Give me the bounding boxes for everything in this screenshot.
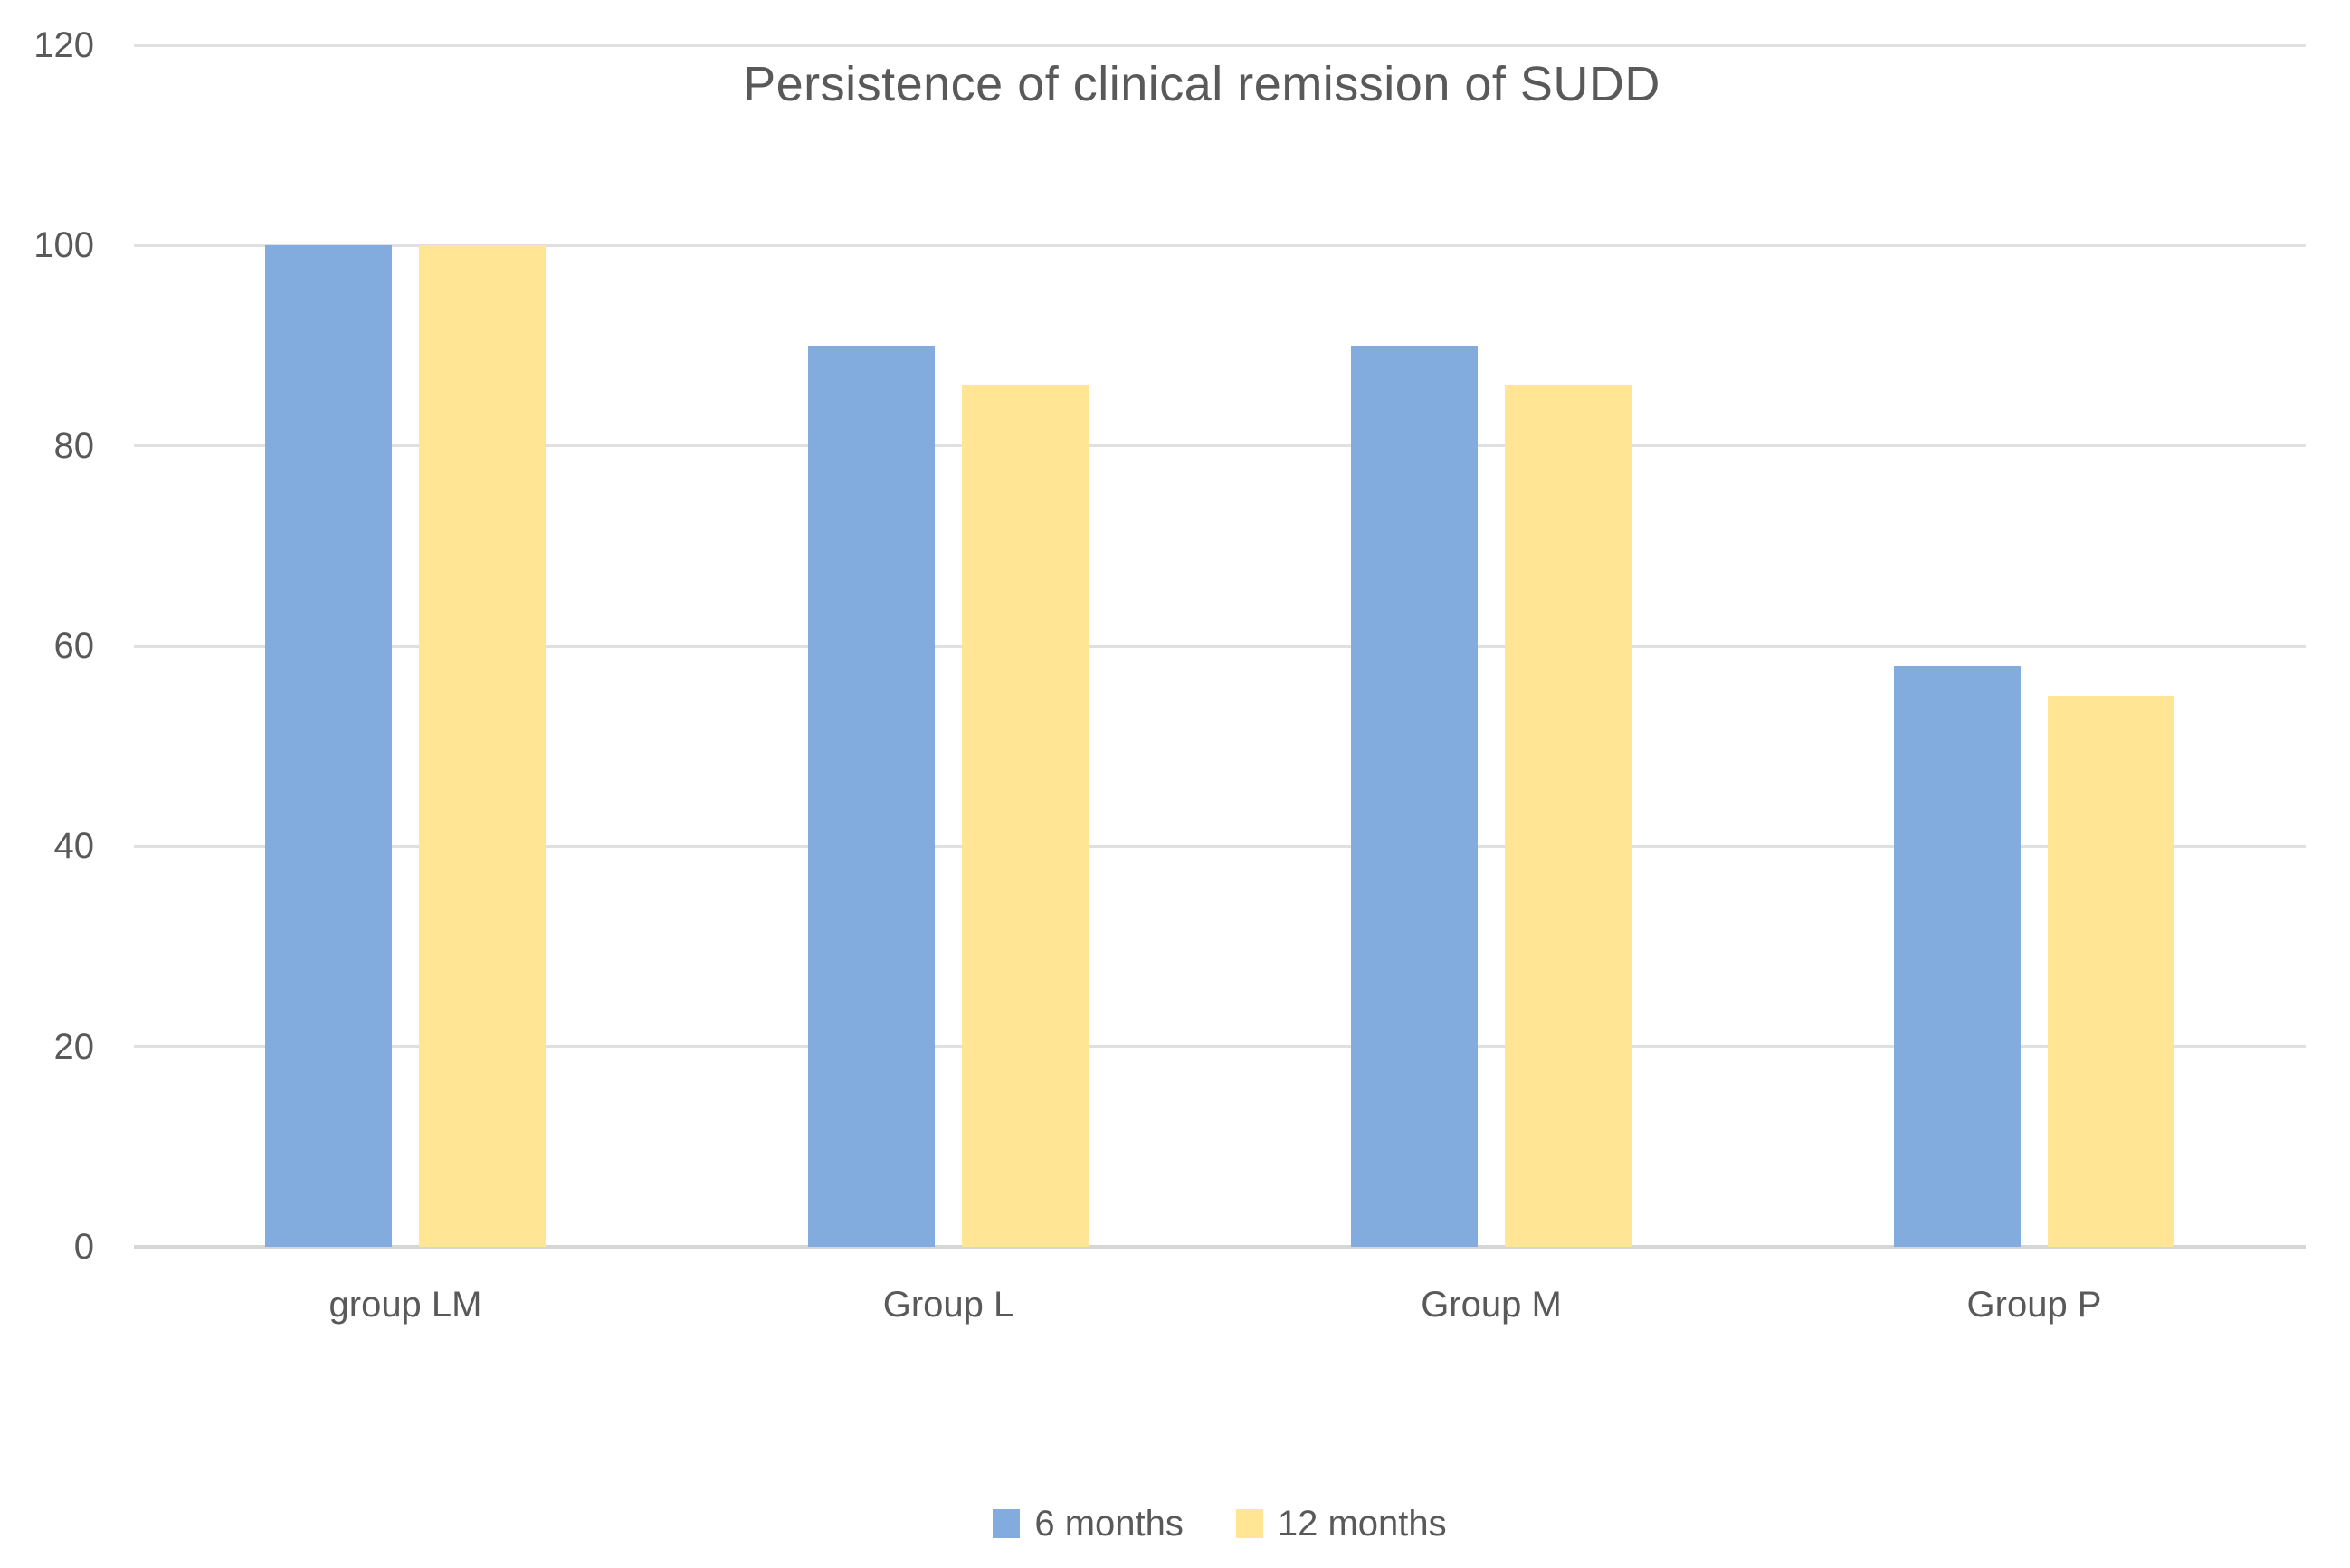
y-axis-tick-label: 60: [53, 626, 95, 666]
bar-12-months-group-m: [1505, 385, 1632, 1247]
gridline-y-0: [134, 1245, 2306, 1249]
gridline-y-80: [134, 444, 2306, 447]
x-axis-label-group-l: Group L: [882, 1285, 1014, 1325]
x-axis-label-group-lm: group LM: [328, 1285, 482, 1325]
chart-title: Persistence of clinical remission of SUD…: [743, 57, 1660, 111]
legend-item-12-months: 12 months: [1235, 1504, 1447, 1544]
y-axis-tick-label: 20: [53, 1027, 95, 1067]
bar-12-months-group-l: [962, 385, 1089, 1247]
legend-label-6-months: 6 months: [1034, 1504, 1184, 1544]
gridline-y-20: [134, 1045, 2306, 1048]
y-axis-tick-label: 0: [73, 1227, 94, 1267]
bar-12-months-group-p: [2048, 696, 2174, 1247]
legend-item-6-months: 6 months: [993, 1504, 1184, 1544]
y-axis-tick-label: 40: [53, 826, 95, 866]
chart-legend: 6 months 12 months: [134, 1502, 2306, 1545]
gridline-y-60: [134, 645, 2306, 648]
bar-6-months-group-p: [1894, 666, 2021, 1247]
gridline-y-100: [134, 244, 2306, 247]
bar-12-months-group-lm: [419, 245, 546, 1247]
bar-6-months-group-l: [808, 346, 935, 1247]
legend-swatch-6-months: [993, 1509, 1021, 1538]
bar-6-months-group-m: [1351, 346, 1478, 1247]
x-axis-label-group-m: Group M: [1421, 1285, 1562, 1325]
y-axis-tick-label: 100: [33, 225, 94, 265]
y-axis-tick-label: 80: [53, 426, 95, 466]
gridline-y-40: [134, 845, 2306, 848]
y-axis-tick-label: 120: [33, 25, 94, 65]
x-axis-label-group-p: Group P: [1966, 1285, 2102, 1325]
bar-6-months-group-lm: [265, 245, 392, 1247]
legend-swatch-12-months: [1235, 1509, 1263, 1538]
gridline-y-120: [134, 44, 2306, 47]
legend-label-12-months: 12 months: [1277, 1504, 1447, 1544]
